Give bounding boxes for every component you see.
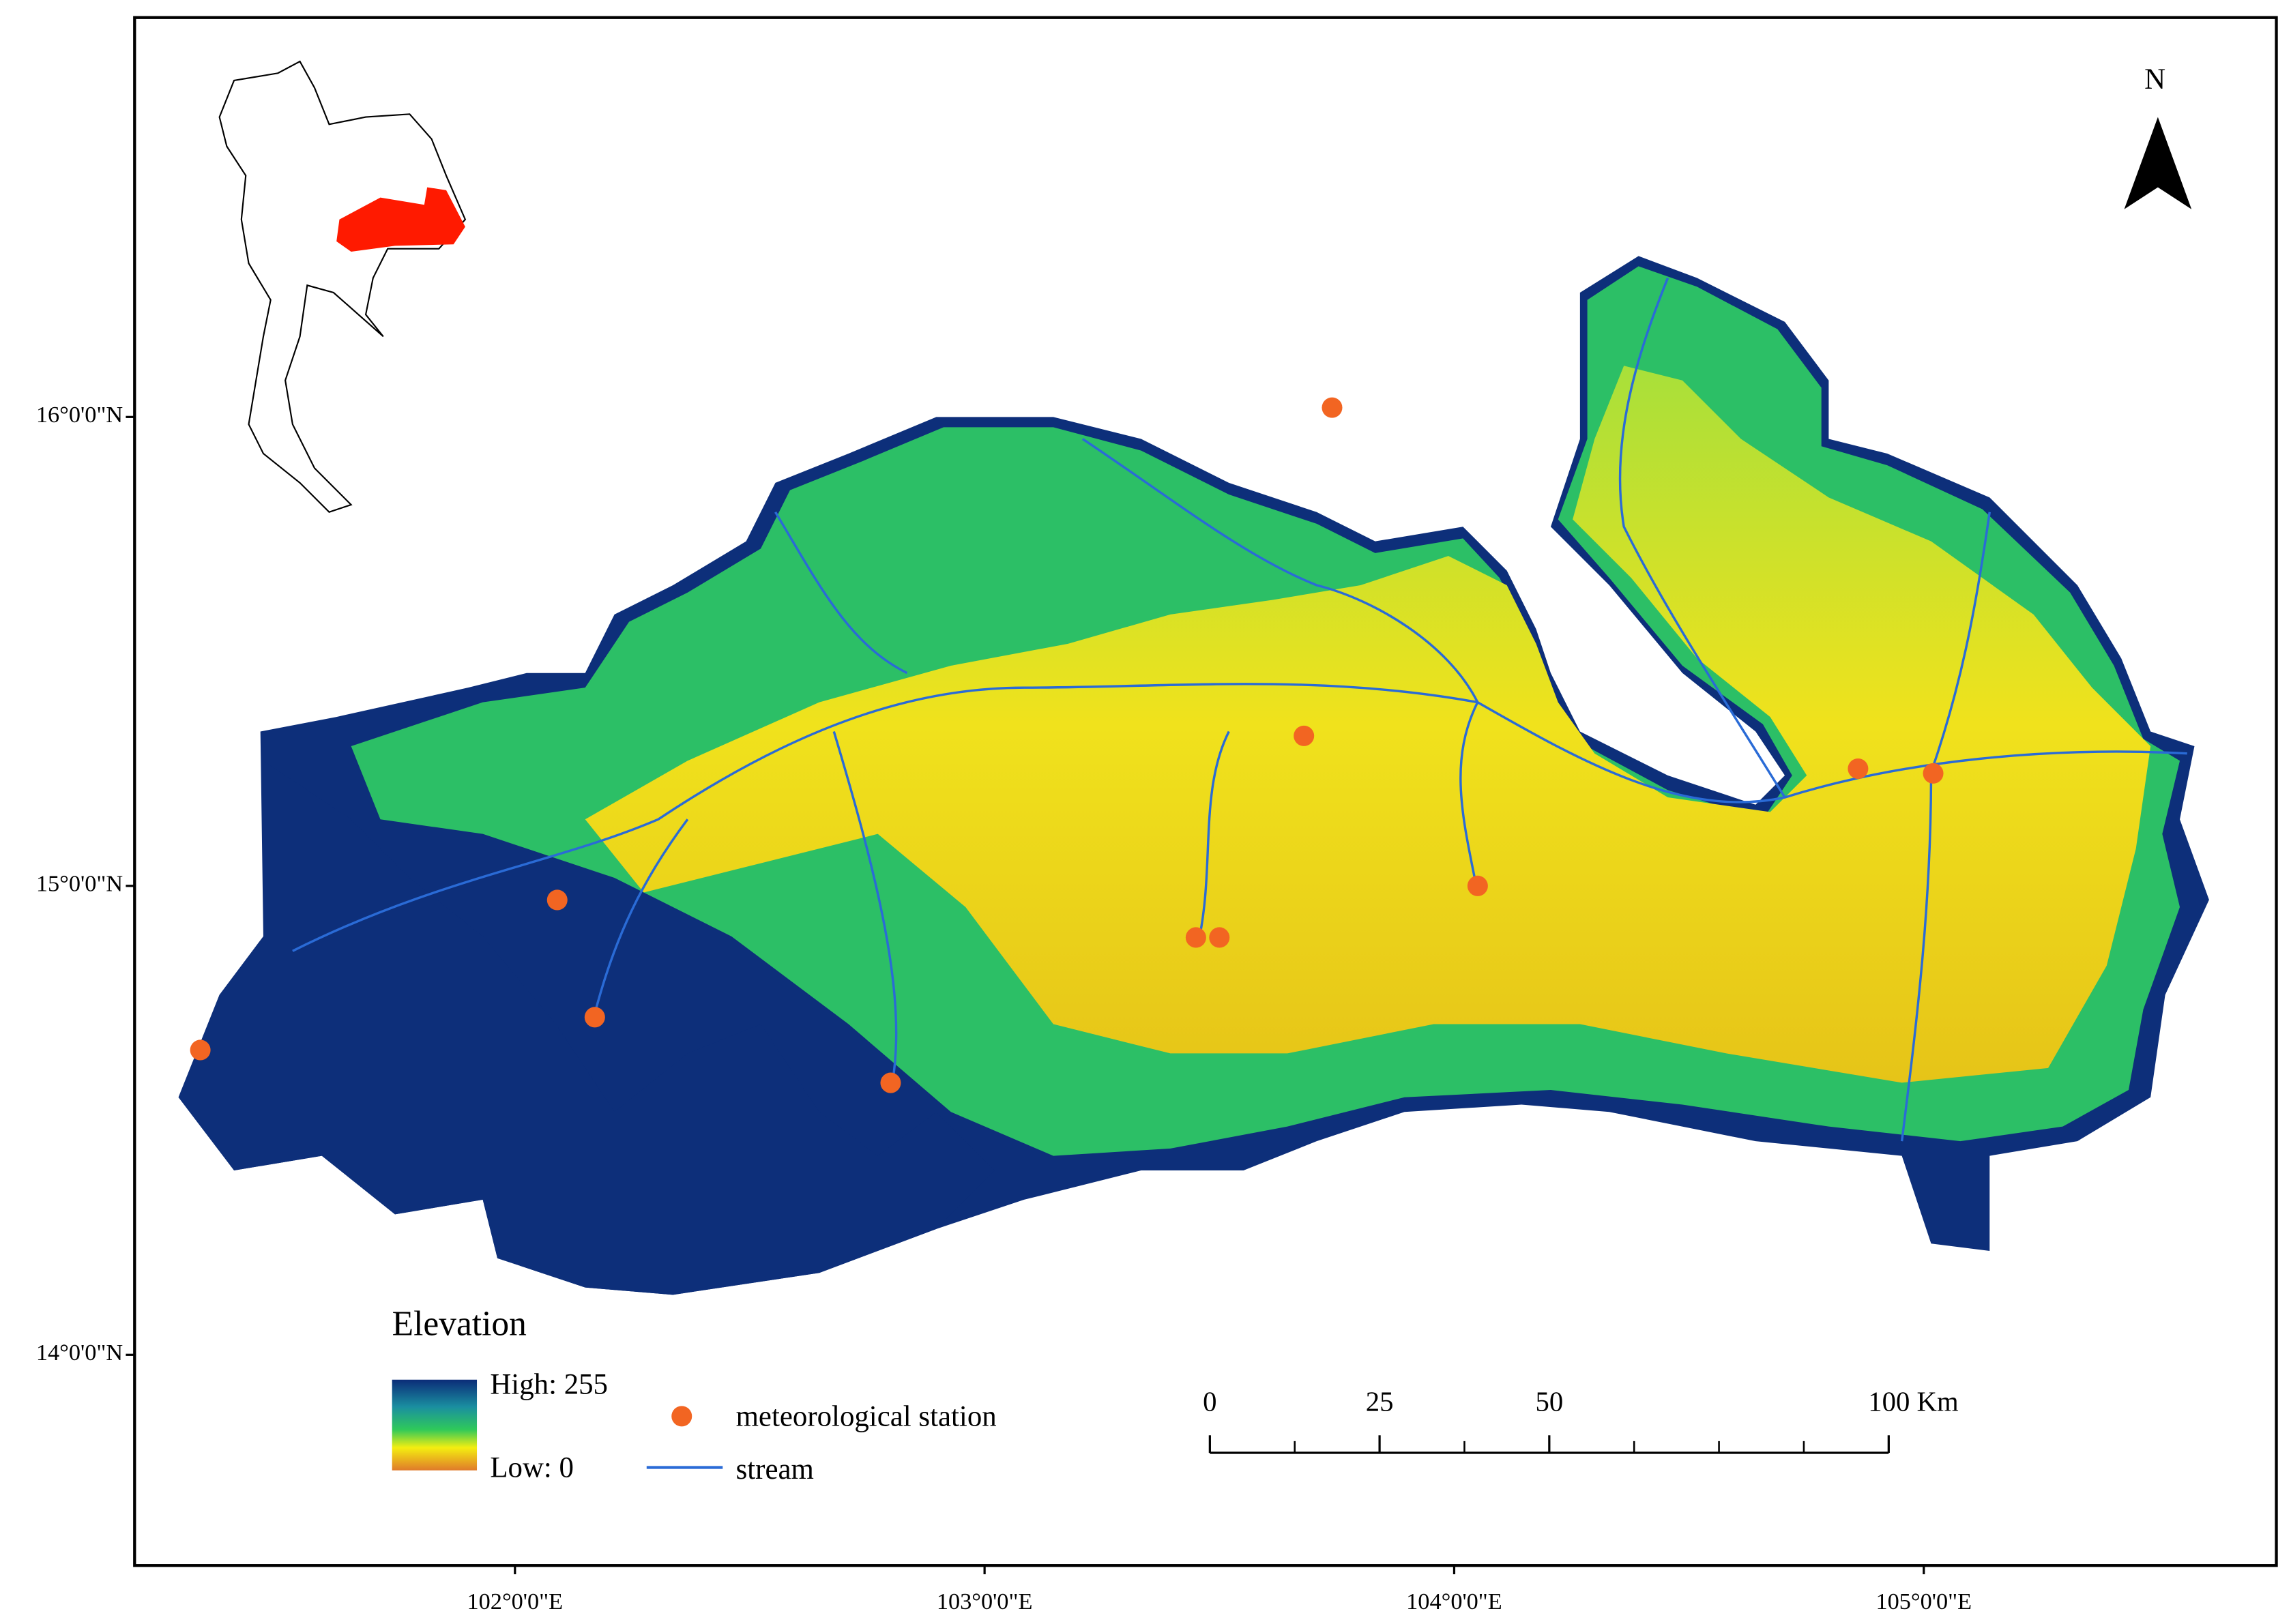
valley-lowland [585, 366, 2151, 1083]
lon-tick-label: 102°0'0"E [467, 1589, 564, 1614]
stream [1900, 772, 1933, 1142]
highland-blue-west [178, 761, 995, 1295]
scale-bar-label: 25 [1366, 1387, 1394, 1417]
scale-bar-label: 0 [1203, 1387, 1216, 1417]
stream [592, 818, 689, 1018]
lat-tick-label: 14°0'0"N [36, 1340, 123, 1365]
legend-station: meteorological station [736, 1401, 997, 1433]
legend-high: High: 255 [490, 1368, 608, 1400]
stream [832, 731, 898, 1083]
legend-stream: stream [736, 1453, 814, 1486]
lat-tick-label: 16°0'0"N [36, 402, 123, 428]
inset-outline [218, 60, 467, 513]
stream [1459, 701, 1479, 886]
legend: Elevation High: 255 Low: 0 meteorologica… [392, 1304, 997, 1486]
stream [292, 683, 2187, 952]
streams [292, 277, 2187, 1142]
legend-title: Elevation [392, 1304, 527, 1343]
lat-tick-label: 15°0'0"N [36, 871, 123, 897]
meteorological-station [190, 1039, 211, 1061]
north-arrow: N [2124, 63, 2192, 209]
meteorological-station [546, 889, 568, 911]
meteorological-station [880, 1072, 901, 1093]
meteorological-station [1923, 763, 1944, 784]
meteorological-station [1209, 927, 1230, 948]
inset-basin [336, 187, 465, 252]
legend-ramp [392, 1379, 478, 1471]
inset-map [218, 60, 467, 513]
meteorological-station [1185, 927, 1206, 948]
scale-bar-label: 50 [1535, 1387, 1563, 1417]
meteorological-station [1322, 397, 1343, 418]
stream [1929, 512, 1991, 773]
north-arrow-shape [2124, 117, 2192, 209]
stream [1081, 438, 1479, 703]
meteorological-station [584, 1007, 605, 1028]
lon-tick-label: 105°0'0"E [1876, 1589, 1972, 1614]
meteorological-station [1848, 758, 1869, 779]
meteorological-station [1467, 875, 1488, 896]
north-label: N [2144, 63, 2165, 95]
stream [1618, 277, 1786, 798]
legend-station-symbol [671, 1406, 692, 1427]
legend-low: Low: 0 [490, 1452, 574, 1484]
stream [1198, 730, 1230, 937]
stream [774, 511, 908, 675]
lon-tick-label: 103°0'0"E [937, 1589, 1033, 1614]
meteorological-station [1294, 725, 1315, 746]
scale-bar-label: 100 Km [1868, 1387, 1959, 1417]
lon-tick-label: 104°0'0"E [1406, 1589, 1502, 1614]
